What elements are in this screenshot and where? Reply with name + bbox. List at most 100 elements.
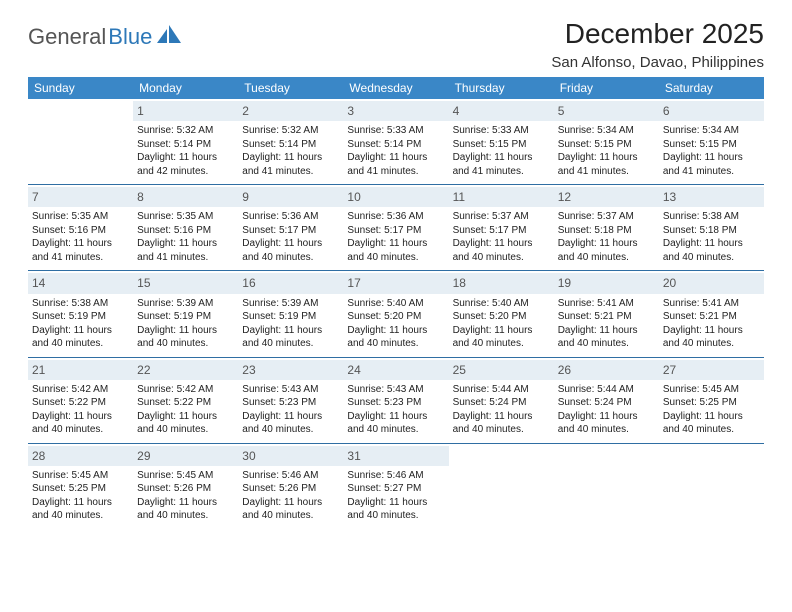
- sunset-line: Sunset: 5:17 PM: [453, 224, 550, 238]
- calendar-day-cell: 28Sunrise: 5:45 AMSunset: 5:25 PMDayligh…: [28, 443, 133, 529]
- calendar-day-cell: 18 Sunrise: 5:40 AMSunset: 5:20 PMDayligh…: [449, 271, 554, 357]
- weekday-header: Saturday: [659, 77, 764, 99]
- day-number: 27: [659, 360, 764, 380]
- day-number: 22: [133, 360, 238, 380]
- sunrise-line: Sunrise: 5:44 AM: [558, 383, 655, 397]
- sunset-line: Sunset: 5:22 PM: [32, 396, 129, 410]
- sunrise-line: Sunrise: 5:45 AM: [32, 469, 129, 483]
- day-details: Sunrise: 5:37 AMSunset: 5:18 PMDaylight:…: [558, 210, 655, 264]
- daylight-line: Daylight: 11 hours and 40 minutes.: [347, 237, 444, 264]
- calendar-day-cell: 21Sunrise: 5:42 AMSunset: 5:22 PMDayligh…: [28, 357, 133, 443]
- sunrise-line: Sunrise: 5:37 AM: [453, 210, 550, 224]
- day-details: Sunrise: 5:45 AMSunset: 5:25 PMDaylight:…: [663, 383, 760, 437]
- sunrise-line: Sunrise: 5:35 AM: [32, 210, 129, 224]
- daylight-line: Daylight: 11 hours and 40 minutes.: [347, 410, 444, 437]
- sunrise-line: Sunrise: 5:39 AM: [137, 297, 234, 311]
- day-number: 26: [554, 360, 659, 380]
- sunset-line: Sunset: 5:25 PM: [32, 482, 129, 496]
- sunrise-line: Sunrise: 5:33 AM: [347, 124, 444, 138]
- sunrise-line: Sunrise: 5:32 AM: [137, 124, 234, 138]
- weekday-header: Friday: [554, 77, 659, 99]
- weekday-header: Tuesday: [238, 77, 343, 99]
- day-details: Sunrise: 5:40 AMSunset: 5:20 PMDaylight:…: [453, 297, 550, 351]
- day-details: Sunrise: 5:42 AMSunset: 5:22 PMDaylight:…: [137, 383, 234, 437]
- daylight-line: Daylight: 11 hours and 41 minutes.: [242, 151, 339, 178]
- sunrise-line: Sunrise: 5:41 AM: [558, 297, 655, 311]
- calendar-week-row: 14Sunrise: 5:38 AMSunset: 5:19 PMDayligh…: [28, 271, 764, 357]
- day-number: 13: [659, 187, 764, 207]
- sunrise-line: Sunrise: 5:45 AM: [137, 469, 234, 483]
- sunset-line: Sunset: 5:21 PM: [663, 310, 760, 324]
- calendar-day-cell: 7Sunrise: 5:35 AMSunset: 5:16 PMDaylight…: [28, 185, 133, 271]
- calendar-day-cell: [659, 443, 764, 529]
- calendar-day-cell: 29Sunrise: 5:45 AMSunset: 5:26 PMDayligh…: [133, 443, 238, 529]
- day-number: 19: [554, 273, 659, 293]
- sunset-line: Sunset: 5:16 PM: [137, 224, 234, 238]
- calendar-day-cell: 31Sunrise: 5:46 AMSunset: 5:27 PMDayligh…: [343, 443, 448, 529]
- sunrise-line: Sunrise: 5:41 AM: [663, 297, 760, 311]
- daylight-line: Daylight: 11 hours and 41 minutes.: [663, 151, 760, 178]
- sunrise-line: Sunrise: 5:39 AM: [242, 297, 339, 311]
- brand-logo: General Blue: [28, 18, 183, 50]
- daylight-line: Daylight: 11 hours and 41 minutes.: [137, 237, 234, 264]
- daylight-line: Daylight: 11 hours and 40 minutes.: [137, 496, 234, 523]
- daylight-line: Daylight: 11 hours and 40 minutes.: [347, 324, 444, 351]
- daylight-line: Daylight: 11 hours and 40 minutes.: [453, 237, 550, 264]
- calendar-day-cell: 19 Sunrise: 5:41 AMSunset: 5:21 PMDayligh…: [554, 271, 659, 357]
- day-details: Sunrise: 5:43 AMSunset: 5:23 PMDaylight:…: [242, 383, 339, 437]
- daylight-line: Daylight: 11 hours and 40 minutes.: [32, 324, 129, 351]
- title-block: December 2025 San Alfonso, Davao, Philip…: [551, 18, 764, 71]
- day-details: Sunrise: 5:38 AMSunset: 5:19 PMDaylight:…: [32, 297, 129, 351]
- sunrise-line: Sunrise: 5:36 AM: [347, 210, 444, 224]
- daylight-line: Daylight: 11 hours and 41 minutes.: [32, 237, 129, 264]
- daylight-line: Daylight: 11 hours and 40 minutes.: [558, 237, 655, 264]
- calendar-day-cell: 16Sunrise: 5:39 AMSunset: 5:19 PMDayligh…: [238, 271, 343, 357]
- day-details: Sunrise: 5:41 AMSunset: 5:21 PMDaylight:…: [663, 297, 760, 351]
- day-number: 4: [449, 101, 554, 121]
- daylight-line: Daylight: 11 hours and 40 minutes.: [137, 324, 234, 351]
- calendar-body: 1Sunrise: 5:32 AMSunset: 5:14 PMDaylight…: [28, 99, 764, 529]
- daylight-line: Daylight: 11 hours and 40 minutes.: [32, 410, 129, 437]
- daylight-line: Daylight: 11 hours and 40 minutes.: [558, 324, 655, 351]
- day-details: Sunrise: 5:36 AMSunset: 5:17 PMDaylight:…: [347, 210, 444, 264]
- calendar-day-cell: 4Sunrise: 5:33 AMSunset: 5:15 PMDaylight…: [449, 99, 554, 185]
- sunset-line: Sunset: 5:17 PM: [242, 224, 339, 238]
- location-subtitle: San Alfonso, Davao, Philippines: [551, 54, 764, 71]
- day-number: 3: [343, 101, 448, 121]
- calendar-day-cell: 6Sunrise: 5:34 AMSunset: 5:15 PMDaylight…: [659, 99, 764, 185]
- weekday-header: Sunday: [28, 77, 133, 99]
- calendar-week-row: 1Sunrise: 5:32 AMSunset: 5:14 PMDaylight…: [28, 99, 764, 185]
- daylight-line: Daylight: 11 hours and 40 minutes.: [558, 410, 655, 437]
- sunset-line: Sunset: 5:27 PM: [347, 482, 444, 496]
- day-number: 18: [449, 273, 554, 293]
- calendar-day-cell: 30Sunrise: 5:46 AMSunset: 5:26 PMDayligh…: [238, 443, 343, 529]
- sunrise-line: Sunrise: 5:40 AM: [347, 297, 444, 311]
- day-details: Sunrise: 5:45 AMSunset: 5:26 PMDaylight:…: [137, 469, 234, 523]
- calendar-day-cell: 12Sunrise: 5:37 AMSunset: 5:18 PMDayligh…: [554, 185, 659, 271]
- sunrise-line: Sunrise: 5:35 AM: [137, 210, 234, 224]
- day-number: 15: [133, 273, 238, 293]
- daylight-line: Daylight: 11 hours and 40 minutes.: [242, 410, 339, 437]
- day-details: Sunrise: 5:38 AMSunset: 5:18 PMDaylight:…: [663, 210, 760, 264]
- calendar-day-cell: 2Sunrise: 5:32 AMSunset: 5:14 PMDaylight…: [238, 99, 343, 185]
- sunset-line: Sunset: 5:14 PM: [242, 138, 339, 152]
- sunset-line: Sunset: 5:24 PM: [453, 396, 550, 410]
- day-details: Sunrise: 5:40 AMSunset: 5:20 PMDaylight:…: [347, 297, 444, 351]
- calendar-day-cell: 15Sunrise: 5:39 AMSunset: 5:19 PMDayligh…: [133, 271, 238, 357]
- daylight-line: Daylight: 11 hours and 40 minutes.: [663, 237, 760, 264]
- sunset-line: Sunset: 5:22 PM: [137, 396, 234, 410]
- sunset-line: Sunset: 5:17 PM: [347, 224, 444, 238]
- calendar-day-cell: 26Sunrise: 5:44 AMSunset: 5:24 PMDayligh…: [554, 357, 659, 443]
- sunset-line: Sunset: 5:25 PM: [663, 396, 760, 410]
- sunset-line: Sunset: 5:21 PM: [558, 310, 655, 324]
- sunrise-line: Sunrise: 5:44 AM: [453, 383, 550, 397]
- sunrise-line: Sunrise: 5:34 AM: [663, 124, 760, 138]
- day-details: Sunrise: 5:43 AMSunset: 5:23 PMDaylight:…: [347, 383, 444, 437]
- sunrise-line: Sunrise: 5:46 AM: [347, 469, 444, 483]
- calendar-day-cell: 27 Sunrise: 5:45 AMSunset: 5:25 PMDayligh…: [659, 357, 764, 443]
- calendar-day-cell: 11Sunrise: 5:37 AMSunset: 5:17 PMDayligh…: [449, 185, 554, 271]
- sunset-line: Sunset: 5:16 PM: [32, 224, 129, 238]
- sunrise-line: Sunrise: 5:40 AM: [453, 297, 550, 311]
- day-details: Sunrise: 5:35 AMSunset: 5:16 PMDaylight:…: [32, 210, 129, 264]
- day-details: Sunrise: 5:32 AMSunset: 5:14 PMDaylight:…: [137, 124, 234, 178]
